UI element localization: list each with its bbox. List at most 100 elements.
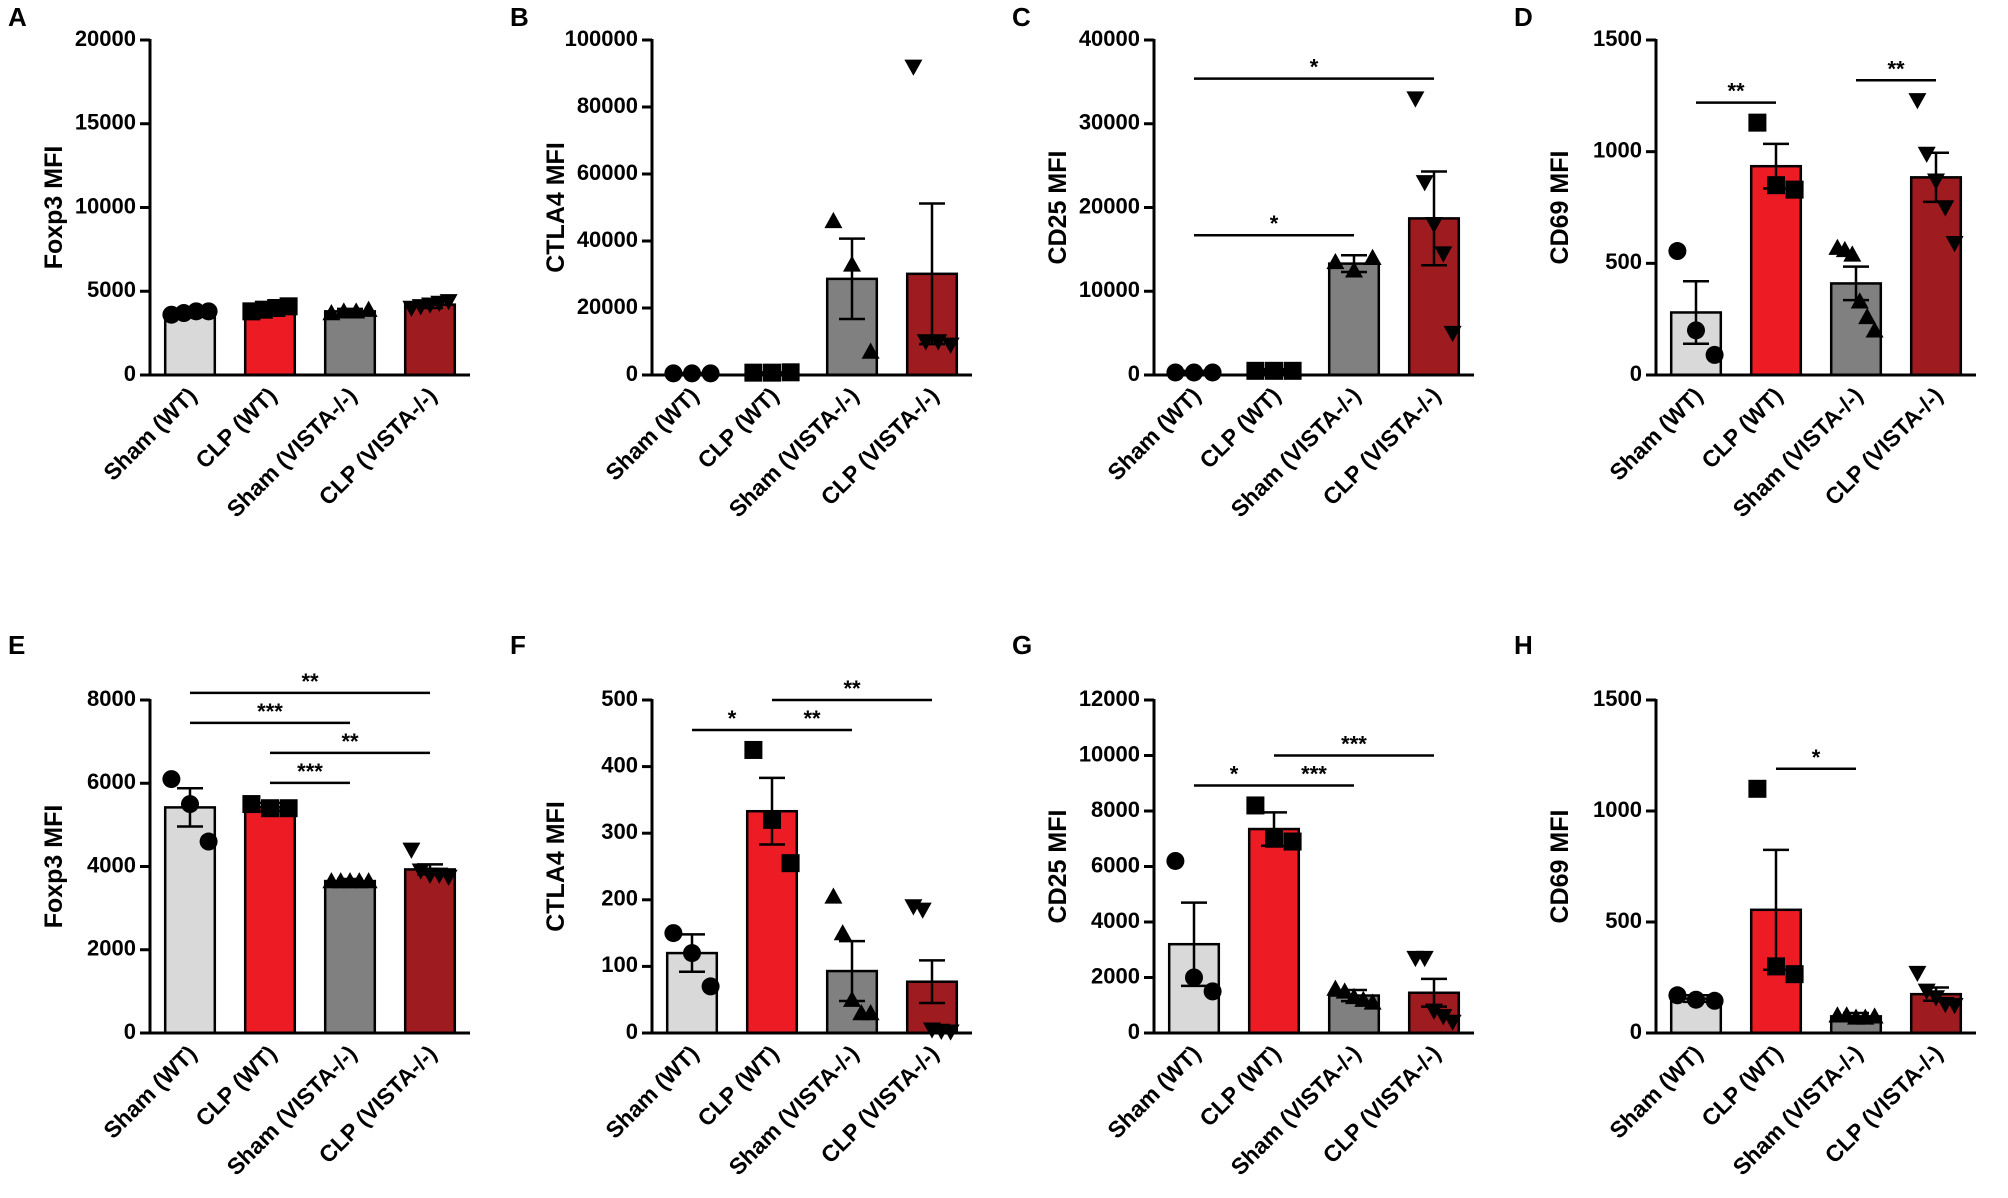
data-point xyxy=(1908,965,1927,983)
data-point xyxy=(1945,998,1964,1015)
panel: B CTLA4 MFI 0 20000 40000 60000 80000 100000 Sha… xyxy=(510,2,972,522)
y-tick-label: 1500 xyxy=(1593,686,1642,711)
data-point xyxy=(1917,146,1936,163)
data-point xyxy=(1415,175,1434,192)
data-point xyxy=(1705,991,1724,1010)
panel-label: D xyxy=(1514,2,1533,32)
data-point xyxy=(261,799,279,818)
data-point xyxy=(664,364,683,383)
data-point xyxy=(1415,950,1434,968)
data-point xyxy=(1185,363,1203,382)
data-point xyxy=(1785,965,1804,984)
data-point xyxy=(781,363,800,382)
panel-label: B xyxy=(510,2,529,32)
significance-label: * xyxy=(728,706,737,731)
y-axis-label: CD69 MFI xyxy=(1546,151,1574,265)
data-point xyxy=(199,832,218,851)
data-point xyxy=(1185,968,1203,987)
y-tick-label: 500 xyxy=(601,686,638,711)
y-axis-label: CTLA4 MFI xyxy=(542,801,570,932)
y-tick-label: 1500 xyxy=(1593,26,1642,51)
data-point xyxy=(439,294,458,311)
data-point xyxy=(1434,246,1453,263)
y-tick-label: 0 xyxy=(1630,361,1642,386)
data-point xyxy=(334,302,353,319)
panel: G CD25 MFI 0 2000 4000 6000 8000 10000 12000 Sham… xyxy=(1012,630,1474,1180)
significance-label: *** xyxy=(1301,761,1327,786)
bar xyxy=(1247,827,1301,1035)
y-tick-label: 30000 xyxy=(1079,110,1140,135)
x-tick-label: Sham (WT) xyxy=(1102,1040,1205,1143)
data-point xyxy=(1748,113,1767,132)
data-point xyxy=(843,990,861,1007)
significance-label: ** xyxy=(1887,56,1905,81)
data-point xyxy=(1283,832,1302,851)
significance-label: ** xyxy=(341,729,359,754)
y-tick-label: 10000 xyxy=(1079,741,1140,766)
data-point xyxy=(1363,248,1382,265)
data-point xyxy=(664,924,683,943)
y-tick-label: 8000 xyxy=(1091,797,1140,822)
data-point xyxy=(941,337,960,354)
data-point xyxy=(913,902,932,919)
data-point xyxy=(1443,1014,1462,1031)
panel-label: E xyxy=(8,630,25,660)
data-point xyxy=(833,924,852,941)
y-tick-label: 0 xyxy=(626,361,638,386)
data-point xyxy=(916,334,935,351)
data-point xyxy=(763,810,781,829)
data-point xyxy=(1265,829,1283,848)
data-point xyxy=(843,255,861,272)
data-point xyxy=(1858,307,1877,325)
data-point xyxy=(1767,957,1785,976)
y-tick-label: 4000 xyxy=(1091,908,1140,933)
x-tick-label: Sham (WT) xyxy=(98,382,201,485)
y-tick-label: 0 xyxy=(124,361,136,386)
y-tick-label: 60000 xyxy=(577,160,638,185)
significance-label: ** xyxy=(803,706,821,731)
significance-label: *** xyxy=(297,759,323,784)
bar xyxy=(1327,262,1381,377)
y-tick-label: 12000 xyxy=(1079,686,1140,711)
bar xyxy=(1407,217,1461,377)
data-point xyxy=(1434,1009,1453,1026)
data-point xyxy=(781,854,800,873)
significance-label: *** xyxy=(257,699,283,724)
significance-label: * xyxy=(1812,745,1821,770)
data-point xyxy=(1345,261,1363,278)
data-point xyxy=(1246,361,1265,380)
y-axis-label: CD69 MFI xyxy=(1546,810,1574,924)
error-bar xyxy=(839,237,865,321)
data-point xyxy=(701,977,720,996)
data-point xyxy=(701,364,720,383)
significance-label: ** xyxy=(301,669,319,694)
data-point xyxy=(1425,217,1443,234)
data-point xyxy=(1335,982,1354,999)
y-tick-label: 80000 xyxy=(577,93,638,118)
y-tick-label: 100 xyxy=(601,952,638,977)
y-tick-label: 0 xyxy=(1128,1019,1140,1044)
y-axis-label: Foxp3 MFI xyxy=(40,146,68,270)
bar xyxy=(323,310,377,377)
bar xyxy=(243,805,297,1035)
data-point xyxy=(1767,176,1785,195)
bar xyxy=(403,303,457,377)
data-point xyxy=(1265,361,1283,380)
data-point xyxy=(1705,345,1724,364)
data-point xyxy=(763,363,781,382)
data-point xyxy=(1203,982,1222,1001)
y-axis-label: CTLA4 MFI xyxy=(542,142,570,273)
y-tick-label: 5000 xyxy=(87,277,136,302)
data-point xyxy=(1850,292,1869,309)
data-point xyxy=(1936,200,1955,217)
y-tick-label: 0 xyxy=(626,1019,638,1044)
significance-label: *** xyxy=(1341,731,1367,756)
data-point xyxy=(1166,363,1185,382)
data-point xyxy=(1668,986,1687,1005)
y-tick-label: 4000 xyxy=(87,852,136,877)
data-point xyxy=(861,1004,880,1021)
y-tick-label: 20000 xyxy=(577,294,638,319)
